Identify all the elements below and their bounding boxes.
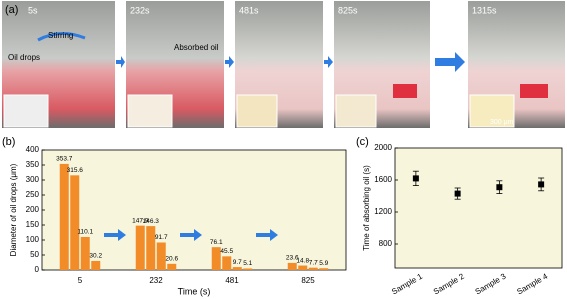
bar [80, 236, 90, 270]
absorbed-oil-label: Absorbed oil [174, 43, 219, 52]
x-tick-label: Sample 1 [390, 271, 424, 296]
point [496, 184, 503, 191]
panel-label: (a) [5, 4, 18, 16]
bar [91, 260, 101, 270]
value-label: 315.6 [67, 167, 84, 174]
y-tick-label: 0 [35, 265, 40, 274]
y-tick-label: 1600 [374, 175, 392, 184]
bar [59, 163, 69, 270]
arrow [180, 229, 202, 241]
bar [211, 247, 221, 270]
x-tick-label: 5 [78, 276, 83, 285]
time-label: 1315s [472, 5, 497, 15]
bar [146, 226, 156, 270]
bar [243, 268, 253, 270]
inset [127, 94, 173, 128]
value-label: 45.5 [220, 248, 233, 255]
value-label: 5.9 [319, 260, 328, 267]
y-tick-label: 300 [26, 175, 40, 184]
y-tick-label: 400 [26, 145, 40, 154]
y-tick-label: 50 [30, 250, 39, 259]
point [538, 181, 545, 188]
x-tick-label: 232 [149, 276, 163, 285]
value-label: 147.9 [132, 217, 149, 224]
x-tick-label: Sample 2 [432, 271, 466, 296]
value-label: 7.7 [309, 259, 318, 266]
value-label: 20.6 [165, 256, 178, 263]
plot-background [41, 149, 347, 271]
inset [469, 94, 515, 128]
stir-arrow [37, 32, 86, 42]
x-tick-label: 481 [225, 276, 239, 285]
bar [167, 263, 177, 270]
bar [156, 242, 166, 270]
stirring-label: Stirring [48, 31, 73, 40]
inset [335, 94, 377, 128]
value-label: 353.7 [56, 156, 73, 163]
time-label: 825s [338, 5, 358, 15]
scale-label: 300 μm [490, 119, 514, 126]
bar [70, 175, 80, 270]
x-tick-label: Sample 3 [474, 271, 508, 296]
bar [135, 225, 145, 270]
y-tick-label: 350 [26, 160, 40, 169]
value-label: 76.1 [210, 239, 223, 246]
point [412, 175, 419, 182]
time-label: 232s [130, 5, 150, 15]
absorbed-oil [393, 84, 417, 98]
value-label: 146.3 [143, 218, 160, 225]
panel-label: (c) [356, 136, 369, 148]
plot-background [394, 147, 563, 269]
bar [308, 267, 318, 270]
y-tick-label: 2000 [374, 143, 392, 152]
y-tick-label: 800 [379, 239, 393, 248]
bar [232, 267, 242, 270]
bar [287, 262, 297, 270]
time-label: 5s [28, 5, 38, 15]
y-tick-label: 150 [26, 220, 40, 229]
oil-drops-label: Oil drops [8, 53, 40, 62]
inset [236, 94, 278, 128]
photo-panel: (a) 5s 232s 481s 825s 1315s Stirring Oil… [2, 1, 565, 128]
y-axis-label: Diameter of oil drops (μm) [9, 163, 18, 256]
x-axis-label: Time (s) [178, 286, 211, 296]
arrow [256, 229, 278, 241]
value-label: 5.1 [243, 260, 252, 267]
point [454, 190, 461, 197]
value-label: 30.2 [89, 253, 102, 260]
y-tick-label: 1200 [374, 207, 392, 216]
bar [222, 256, 232, 270]
value-label: 91.7 [155, 234, 168, 241]
arrow [104, 229, 126, 241]
y-tick-label: 250 [26, 190, 40, 199]
value-label: 23.6 [286, 255, 299, 262]
x-tick-label: Sample 4 [515, 271, 549, 296]
y-tick-label: 100 [26, 235, 40, 244]
y-tick-label: 200 [26, 205, 40, 214]
value-label: 9.7 [233, 259, 242, 266]
time-label: 481s [239, 5, 259, 15]
inset [3, 94, 49, 128]
arrows [116, 52, 465, 72]
value-label: 110.1 [77, 229, 93, 236]
x-tick-label: 825 [301, 276, 315, 285]
bar [319, 268, 329, 270]
bar [298, 265, 308, 270]
absorbed-oil [520, 84, 548, 98]
value-label: 14.8 [296, 257, 309, 264]
panel-label: (b) [2, 136, 15, 148]
y-axis-label: Time of absorbing oil (s) [362, 165, 371, 251]
